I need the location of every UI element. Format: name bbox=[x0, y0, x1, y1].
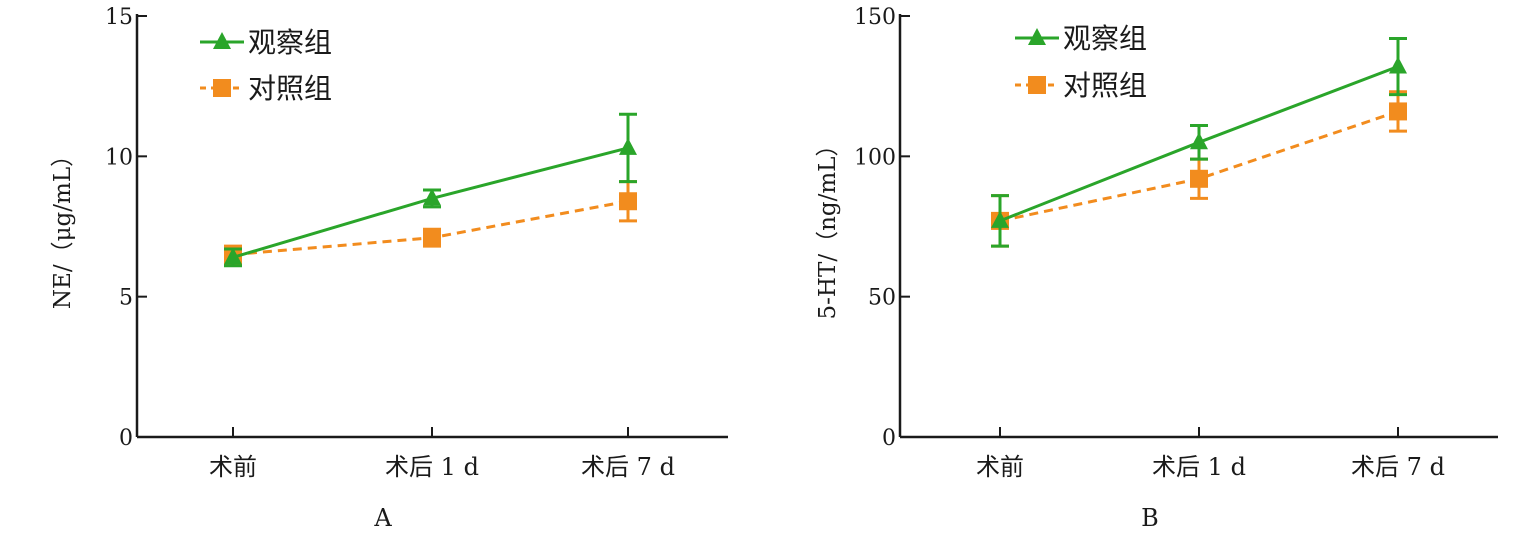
series-observation bbox=[991, 36, 1407, 248]
triangle-marker bbox=[1190, 132, 1208, 150]
x-tick-label: 术前 bbox=[209, 453, 257, 481]
series-control bbox=[991, 90, 1407, 248]
x-tick-label: 术后 1 d bbox=[385, 453, 479, 481]
y-tick-label: 0 bbox=[119, 426, 133, 451]
y-axis-title: 5-HT/（ng/mL） bbox=[815, 134, 841, 320]
triangle-marker bbox=[423, 188, 441, 206]
panel-label: B bbox=[1141, 504, 1159, 532]
square-marker bbox=[619, 192, 637, 211]
y-tick-label: 150 bbox=[854, 5, 896, 30]
triangle-marker bbox=[619, 137, 637, 155]
triangle-marker bbox=[1389, 56, 1407, 74]
x-tick-label: 术前 bbox=[976, 453, 1024, 481]
square-marker bbox=[1389, 102, 1407, 121]
y-tick-label: 5 bbox=[119, 286, 133, 311]
y-axis-title: NE/（μg/mL） bbox=[50, 144, 76, 309]
legend-label: 对照组 bbox=[1063, 69, 1147, 102]
y-tick-label: 10 bbox=[105, 145, 133, 170]
y-tick-label: 50 bbox=[868, 286, 896, 311]
legend-square-marker bbox=[1028, 76, 1046, 94]
legend-label: 观察组 bbox=[248, 26, 332, 59]
x-tick-label: 术后 7 d bbox=[1351, 453, 1445, 481]
legend-triangle-marker bbox=[1028, 28, 1046, 45]
series-observation bbox=[224, 112, 637, 268]
chart-panel-b: 0 50 100 150 术前 术后 1 d 术后 7 d 5-HT/（ng/mL） B 观察组对… bbox=[815, 5, 1498, 532]
square-marker bbox=[423, 228, 441, 247]
y-tick-label: 0 bbox=[882, 426, 896, 451]
x-tick-label: 术后 1 d bbox=[1152, 453, 1246, 481]
panel-label: A bbox=[373, 504, 392, 532]
x-tick-label: 术后 7 d bbox=[581, 453, 675, 481]
legend-triangle-marker bbox=[213, 32, 231, 49]
y-tick-label: 100 bbox=[854, 145, 896, 170]
legend-square-marker bbox=[213, 79, 231, 97]
triangle-marker bbox=[224, 247, 242, 265]
legend-label: 观察组 bbox=[1063, 22, 1147, 55]
legend-label: 对照组 bbox=[248, 72, 332, 105]
square-marker bbox=[1190, 169, 1208, 188]
triangle-marker bbox=[991, 210, 1009, 228]
y-tick-label: 15 bbox=[105, 5, 133, 30]
